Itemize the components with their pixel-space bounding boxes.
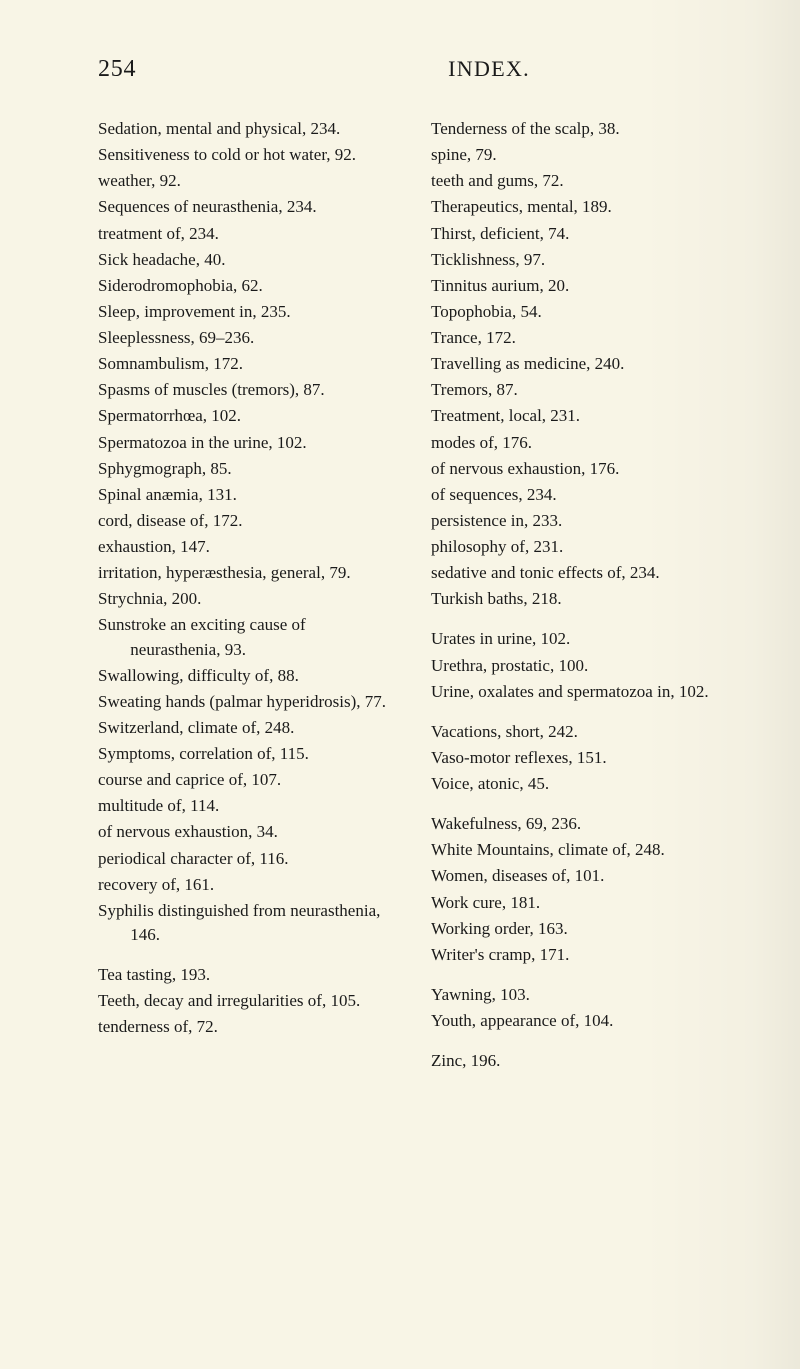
- index-entry: Symptoms, correlation of, 115.: [98, 742, 397, 766]
- index-entry: Vacations, short, 242.: [431, 720, 730, 744]
- index-entry: Sunstroke an exciting cause of neurasthe…: [98, 613, 397, 661]
- index-entry: Therapeutics, mental, 189.: [431, 195, 730, 219]
- index-entry: Sphygmograph, 85.: [98, 457, 397, 481]
- index-entry: Working order, 163.: [431, 917, 730, 941]
- index-entry: Tea tasting, 193.: [98, 963, 397, 987]
- index-entry: Switzerland, climate of, 248.: [98, 716, 397, 740]
- index-entry: tenderness of, 72.: [98, 1015, 397, 1039]
- index-entry: of sequences, 234.: [431, 483, 730, 507]
- index-entry: Treatment, local, 231.: [431, 404, 730, 428]
- index-column-right: Tenderness of the scalp, 38.spine, 79.te…: [431, 117, 730, 1075]
- index-entry: Tremors, 87.: [431, 378, 730, 402]
- index-entry: Thirst, deficient, 74.: [431, 222, 730, 246]
- index-entry: of nervous exhaustion, 34.: [98, 820, 397, 844]
- index-columns: Sedation, mental and physical, 234.Sensi…: [98, 117, 730, 1075]
- index-entry: spine, 79.: [431, 143, 730, 167]
- index-entry: Turkish baths, 218.: [431, 587, 730, 611]
- index-entry: periodical character of, 116.: [98, 847, 397, 871]
- index-entry: cord, disease of, 172.: [98, 509, 397, 533]
- section-spacer: [431, 1035, 730, 1049]
- index-entry: Youth, appearance of, 104.: [431, 1009, 730, 1033]
- index-entry: Urine, oxalates and spermatozoa in, 102.: [431, 680, 730, 704]
- index-entry: Sleeplessness, 69–236.: [98, 326, 397, 350]
- index-entry: Strychnia, 200.: [98, 587, 397, 611]
- index-entry: teeth and gums, 72.: [431, 169, 730, 193]
- index-entry: Syphilis distinguished from neurasthenia…: [98, 899, 397, 947]
- index-entry: recovery of, 161.: [98, 873, 397, 897]
- index-entry: modes of, 176.: [431, 431, 730, 455]
- index-entry: Yawning, 103.: [431, 983, 730, 1007]
- index-entry: Spasms of muscles (tremors), 87.: [98, 378, 397, 402]
- page-number: 254: [98, 56, 136, 83]
- index-entry: sedative and tonic effects of, 234.: [431, 561, 730, 585]
- section-spacer: [431, 613, 730, 627]
- index-entry: Sweating hands (palmar hyperidrosis), 77…: [98, 690, 397, 714]
- index-entry: Trance, 172.: [431, 326, 730, 350]
- index-entry: Sequences of neurasthenia, 234.: [98, 195, 397, 219]
- running-header: 254 INDEX.: [98, 56, 730, 83]
- index-column-left: Sedation, mental and physical, 234.Sensi…: [98, 117, 397, 1075]
- index-entry: Sleep, improvement in, 235.: [98, 300, 397, 324]
- index-entry: exhaustion, 147.: [98, 535, 397, 559]
- running-title: INDEX.: [448, 56, 530, 82]
- index-entry: Vaso-motor reflexes, 151.: [431, 746, 730, 770]
- section-spacer: [431, 706, 730, 720]
- index-entry: Tinnitus aurium, 20.: [431, 274, 730, 298]
- index-entry: Voice, atonic, 45.: [431, 772, 730, 796]
- index-entry: Tenderness of the scalp, 38.: [431, 117, 730, 141]
- index-entry: Work cure, 181.: [431, 891, 730, 915]
- index-entry: of nervous exhaustion, 176.: [431, 457, 730, 481]
- index-entry: Zinc, 196.: [431, 1049, 730, 1073]
- index-entry: Wakefulness, 69, 236.: [431, 812, 730, 836]
- index-entry: Urethra, prostatic, 100.: [431, 654, 730, 678]
- index-entry: Swallowing, difficulty of, 88.: [98, 664, 397, 688]
- index-entry: Women, diseases of, 101.: [431, 864, 730, 888]
- index-entry: Teeth, decay and irregularities of, 105.: [98, 989, 397, 1013]
- index-entry: Ticklishness, 97.: [431, 248, 730, 272]
- index-entry: Spermatozoa in the urine, 102.: [98, 431, 397, 455]
- index-entry: Urates in urine, 102.: [431, 627, 730, 651]
- index-entry: treatment of, 234.: [98, 222, 397, 246]
- index-entry: Sensitiveness to cold or hot water, 92.: [98, 143, 397, 167]
- index-entry: Travelling as medicine, 240.: [431, 352, 730, 376]
- index-entry: Somnambulism, 172.: [98, 352, 397, 376]
- section-spacer: [98, 949, 397, 963]
- index-entry: Topophobia, 54.: [431, 300, 730, 324]
- page: 254 INDEX. Sedation, mental and physical…: [0, 0, 800, 1369]
- section-spacer: [431, 969, 730, 983]
- index-entry: Spinal anæmia, 131.: [98, 483, 397, 507]
- section-spacer: [431, 798, 730, 812]
- index-entry: course and caprice of, 107.: [98, 768, 397, 792]
- index-entry: Sick headache, 40.: [98, 248, 397, 272]
- index-entry: weather, 92.: [98, 169, 397, 193]
- index-entry: Spermatorrhœa, 102.: [98, 404, 397, 428]
- index-entry: persistence in, 233.: [431, 509, 730, 533]
- index-entry: irritation, hyperæsthesia, general, 79.: [98, 561, 397, 585]
- index-entry: philosophy of, 231.: [431, 535, 730, 559]
- index-entry: Sedation, mental and physical, 234.: [98, 117, 397, 141]
- index-entry: White Mountains, climate of, 248.: [431, 838, 730, 862]
- index-entry: multitude of, 114.: [98, 794, 397, 818]
- index-entry: Writer's cramp, 171.: [431, 943, 730, 967]
- index-entry: Siderodromophobia, 62.: [98, 274, 397, 298]
